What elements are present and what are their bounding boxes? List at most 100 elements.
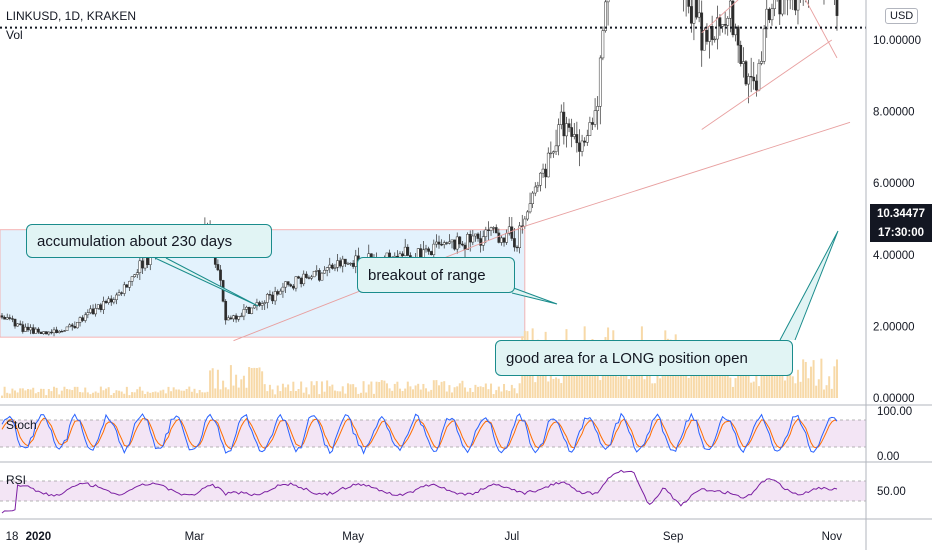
volume-bar <box>29 389 32 398</box>
candle <box>424 248 428 251</box>
candle <box>575 134 579 144</box>
callout-pointer <box>154 257 259 307</box>
candle <box>11 318 14 320</box>
candle <box>115 294 118 300</box>
volume-bar <box>469 387 472 398</box>
rsi-label[interactable]: RSI <box>6 473 27 487</box>
volume-bar <box>438 385 441 398</box>
volume-bar <box>333 390 336 398</box>
volume-bar <box>406 381 409 398</box>
candle <box>47 331 51 335</box>
callout-accumulation[interactable]: accumulation about 230 days <box>26 224 272 258</box>
price-tick-label: 0.00000 <box>873 393 915 405</box>
stoch-k-line <box>1 412 838 455</box>
volume-bar <box>253 367 256 398</box>
volume-bar <box>445 391 448 398</box>
volume-bar <box>630 367 633 398</box>
candle <box>39 331 43 335</box>
candle <box>565 123 568 137</box>
volume-bar <box>120 391 123 398</box>
volume-bar <box>718 374 721 398</box>
volume-bar <box>677 357 680 398</box>
volume-bar <box>388 388 391 398</box>
callout-long-position[interactable]: good area for a LONG position open <box>495 340 793 376</box>
candle <box>37 328 40 333</box>
volume-bar <box>578 369 581 398</box>
volume-bar <box>659 378 662 398</box>
stoch-tick-label: 100.00 <box>877 406 912 418</box>
volume-bar <box>14 390 17 398</box>
volume-bar <box>796 369 799 398</box>
candle <box>34 328 38 334</box>
candle <box>835 0 839 16</box>
volume-bar <box>638 355 641 398</box>
volume-bar <box>37 392 40 398</box>
volume-bar <box>679 362 682 398</box>
volume-bar <box>281 383 284 398</box>
callout-breakout[interactable]: breakout of range <box>357 257 515 293</box>
rsi-k-line <box>1 469 838 514</box>
volume-bar <box>133 392 136 398</box>
volume-bar <box>505 390 508 398</box>
candle <box>73 326 77 329</box>
volume-bar <box>240 379 243 398</box>
candle <box>726 17 730 26</box>
candle <box>510 226 514 239</box>
time-tick-label: Sep <box>663 531 683 543</box>
volume-bar <box>404 388 407 398</box>
candle <box>346 263 350 265</box>
volume-bar <box>568 372 571 398</box>
volume-bar <box>6 392 9 398</box>
candle <box>598 57 602 107</box>
volume-bar <box>305 387 308 398</box>
candle <box>333 267 337 269</box>
candle <box>135 272 139 275</box>
volume-bar <box>362 381 365 398</box>
volume-bar <box>458 383 461 398</box>
time-tick-label: 18 <box>6 531 19 543</box>
volume-bar <box>55 387 58 398</box>
price-tick-label: 8.00000 <box>873 107 915 119</box>
time-tick-label: May <box>342 531 364 543</box>
volume-bar <box>216 369 219 398</box>
volume-bar <box>292 381 295 398</box>
volume-bar <box>651 383 654 398</box>
volume-indicator-label[interactable]: Vol <box>6 28 23 42</box>
volume-bar <box>136 389 139 398</box>
volume-bar <box>443 381 446 398</box>
volume-bar <box>705 368 708 398</box>
candle <box>130 276 134 282</box>
candle <box>302 273 306 285</box>
candle <box>234 315 238 320</box>
volume-bar <box>206 391 209 398</box>
volume-bar <box>115 390 118 398</box>
volume-bar <box>786 366 789 398</box>
candle <box>453 239 456 250</box>
candle <box>8 317 12 319</box>
candle <box>221 280 225 302</box>
stoch-tick-label: 0.00 <box>877 451 899 463</box>
symbol-title[interactable]: LINKUSD, 1D, KRAKEN <box>6 9 137 23</box>
candle <box>481 236 485 246</box>
candle <box>755 80 758 91</box>
candle <box>710 25 714 40</box>
volume-bar <box>190 391 193 398</box>
volume-bar <box>302 392 305 398</box>
volume-bar <box>177 389 180 398</box>
volume-bar <box>315 381 318 398</box>
stoch-label[interactable]: Stoch <box>6 418 37 432</box>
candle <box>747 76 750 85</box>
volume-bar <box>419 389 422 398</box>
volume-bar <box>175 389 178 398</box>
volume-bar <box>58 394 61 398</box>
volume-bar <box>99 386 102 398</box>
volume-bar <box>825 385 828 398</box>
volume-bar <box>487 389 490 398</box>
candle <box>0 315 4 318</box>
volume-bar <box>352 384 355 398</box>
volume-bar <box>105 388 108 398</box>
currency-button[interactable]: USD <box>885 8 919 24</box>
candle <box>406 246 410 256</box>
volume-bar <box>549 375 552 398</box>
